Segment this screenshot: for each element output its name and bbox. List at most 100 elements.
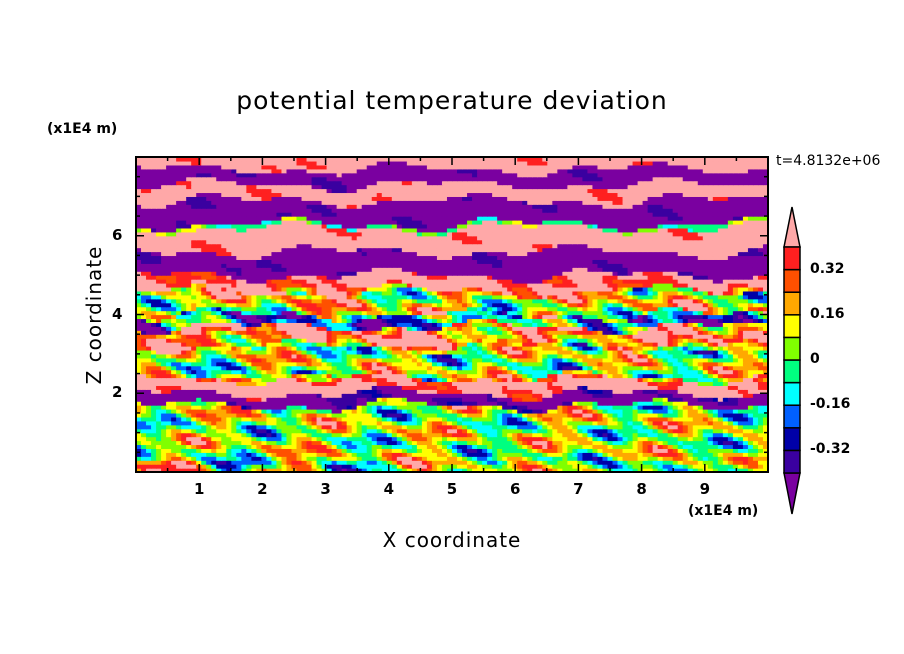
contour-cell <box>346 444 353 449</box>
contour-cell <box>231 440 237 446</box>
contour-cell <box>146 444 152 449</box>
contour-cell <box>291 440 298 446</box>
contour-cell <box>742 393 749 398</box>
contour-cell <box>532 334 538 339</box>
contour-cell <box>181 456 187 461</box>
contour-cell <box>617 346 624 351</box>
contour-cell <box>597 432 604 438</box>
contour-cell <box>331 416 338 422</box>
contour-cell <box>717 381 724 386</box>
contour-cell <box>216 353 222 359</box>
contour-cell <box>151 346 157 351</box>
contour-cell <box>141 460 147 465</box>
contour-cell <box>587 432 594 438</box>
contour-cell <box>391 412 398 418</box>
contour-cell <box>517 468 523 473</box>
contour-cell <box>266 428 273 434</box>
contour-cell <box>331 456 338 461</box>
contour-cell <box>151 353 157 359</box>
contour-cell <box>457 420 463 426</box>
contour-cell <box>236 334 242 339</box>
contour-cell <box>452 346 458 351</box>
contour-cell <box>406 346 413 351</box>
contour-cell <box>512 369 518 375</box>
contour-cell <box>542 338 548 343</box>
contour-cell <box>722 349 729 355</box>
contour-cell <box>421 377 428 383</box>
contour-cell <box>577 456 584 461</box>
contour-cell <box>587 401 594 406</box>
contour-cell <box>762 330 769 335</box>
contour-cell <box>602 428 609 434</box>
contour-cell <box>246 369 252 375</box>
contour-cell <box>612 444 619 449</box>
contour-cell <box>256 353 262 359</box>
contour-cell <box>557 342 563 347</box>
contour-cell <box>717 440 724 446</box>
contour-cell <box>191 318 197 323</box>
contour-cell <box>517 460 523 465</box>
contour-cell <box>467 365 473 371</box>
contour-cell <box>667 369 674 375</box>
contour-cell <box>687 377 694 383</box>
contour-cell <box>256 424 262 430</box>
contour-cell <box>517 342 523 347</box>
contour-cell <box>336 432 343 438</box>
contour-cell <box>537 464 543 469</box>
contour-cell <box>727 318 734 323</box>
contour-cell <box>321 432 328 438</box>
contour-cell <box>146 412 152 418</box>
contour-cell <box>281 436 288 442</box>
contour-cell <box>452 365 458 371</box>
contour-cell <box>271 405 278 410</box>
contour-cell <box>441 440 448 446</box>
contour-cell <box>737 318 744 323</box>
contour-cell <box>522 385 528 390</box>
contour-cell <box>351 385 358 390</box>
contour-cell <box>612 349 619 355</box>
contour-cell <box>662 365 669 371</box>
contour-cell <box>251 409 257 414</box>
contour-cell <box>452 420 458 426</box>
contour-cell <box>346 357 353 363</box>
contour-cell <box>341 393 348 398</box>
contour-cell <box>702 322 709 327</box>
contour-cell <box>321 436 328 442</box>
contour-cell <box>291 424 298 430</box>
contour-cell <box>582 464 589 469</box>
contour-cell <box>657 448 664 453</box>
contour-cell <box>502 365 508 371</box>
contour-cell <box>472 330 478 335</box>
contour-cell <box>201 381 207 386</box>
contour-cell <box>682 353 689 359</box>
contour-cell <box>416 428 423 434</box>
contour-cell <box>647 432 654 438</box>
contour-cell <box>462 440 468 446</box>
contour-cell <box>371 365 378 371</box>
contour-cell <box>752 369 759 375</box>
contour-cell <box>682 440 689 446</box>
contour-cell <box>722 334 729 339</box>
contour-cell <box>211 385 217 390</box>
contour-cell <box>191 334 197 339</box>
contour-cell <box>241 381 247 386</box>
contour-cell <box>507 436 513 442</box>
contour-cell <box>276 440 283 446</box>
contour-cell <box>522 330 528 335</box>
contour-cell <box>171 464 177 469</box>
contour-cell <box>216 405 222 410</box>
contour-cell <box>577 365 584 371</box>
contour-cell <box>146 456 152 461</box>
contour-cell <box>376 428 383 434</box>
contour-cell <box>567 420 573 426</box>
contour-cell <box>632 444 639 449</box>
contour-cell <box>226 377 232 383</box>
contour-cell <box>381 397 388 402</box>
time-label: t=4.8132e+06 <box>776 153 881 169</box>
contour-cell <box>316 330 323 335</box>
contour-cell <box>507 318 513 323</box>
contour-cell <box>216 424 222 430</box>
contour-cell <box>747 468 754 473</box>
contour-cell <box>742 401 749 406</box>
contour-cell <box>642 468 649 473</box>
